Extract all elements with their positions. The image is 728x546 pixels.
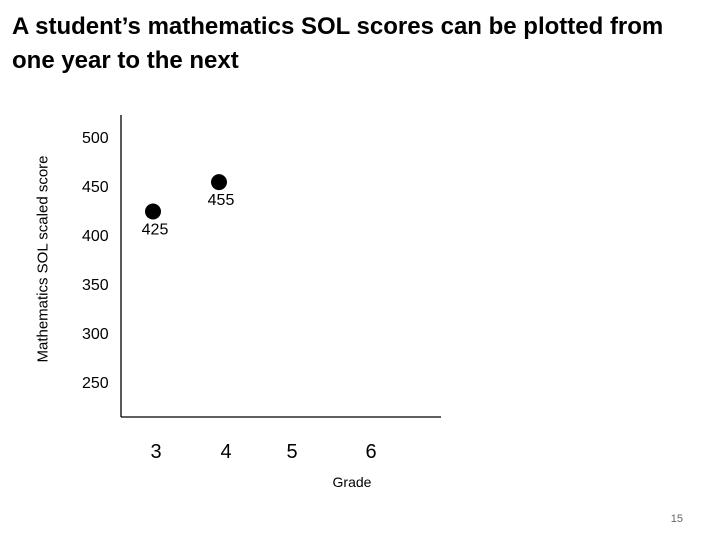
- data-label: 455: [208, 192, 235, 209]
- page-number: 15: [670, 513, 683, 525]
- x-tick-label: 5: [286, 441, 297, 463]
- x-tick-label: 6: [365, 441, 376, 463]
- y-tick-label: 300: [82, 326, 109, 343]
- data-point: [211, 174, 227, 191]
- y-tick-label: 450: [82, 179, 109, 196]
- data-label: 425: [142, 222, 169, 239]
- x-tick-label: 4: [220, 441, 231, 463]
- y-tick-label: 350: [82, 277, 109, 294]
- y-tick-label: 400: [82, 228, 109, 245]
- slide-title: A student’s mathematics SOL scores can b…: [12, 13, 664, 74]
- data-point: [145, 203, 161, 220]
- y-tick-label: 500: [82, 130, 109, 147]
- x-axis-label: Grade: [332, 474, 372, 490]
- y-tick-label: 250: [82, 375, 109, 392]
- x-tick-label: 3: [150, 441, 161, 463]
